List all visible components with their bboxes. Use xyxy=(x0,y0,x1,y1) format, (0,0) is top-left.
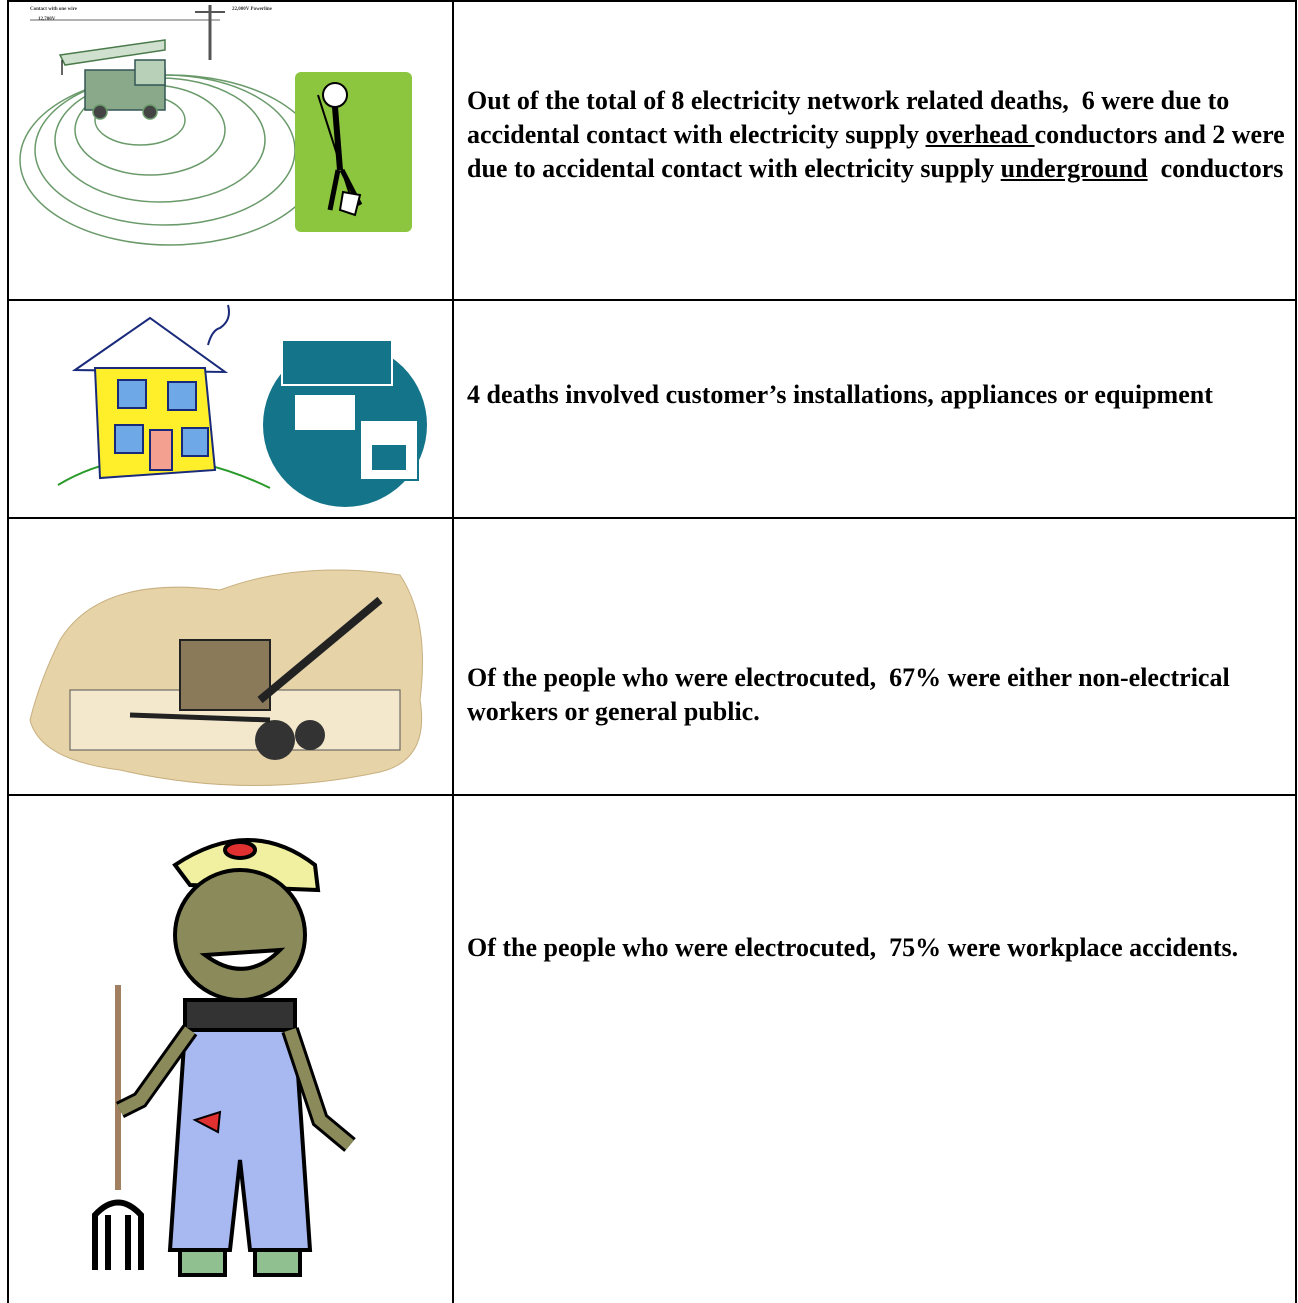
kitchen-illustration xyxy=(263,339,427,507)
digger-illustration xyxy=(295,72,412,232)
image-label: 12,700V xyxy=(38,17,56,22)
underlined-text: overhead xyxy=(925,120,1035,149)
image-labels: Contact with one wire 12,700V 22,000V Powe… xyxy=(30,7,273,22)
powerline-illustration xyxy=(19,5,321,246)
row-text: 4 deaths involved customer’s installatio… xyxy=(467,378,1285,412)
text-segment: conductors and 2 were due to accidental … xyxy=(467,120,1292,183)
text-segment: Out of the total of 8 electricity networ… xyxy=(467,86,1243,149)
row-text: Out of the total of 8 electricity networ… xyxy=(467,84,1285,186)
row-text: Of the people who were electrocuted, 67%… xyxy=(467,661,1285,729)
image-label: Contact with one wire xyxy=(30,7,78,12)
image-label: 22,000V Powerline xyxy=(232,7,273,12)
text-segment: 4 deaths involved customer’s installatio… xyxy=(467,380,1213,409)
harvester-illustration xyxy=(29,569,423,787)
row-text: Of the people who were electrocuted, 75%… xyxy=(467,931,1285,965)
house-illustration xyxy=(57,304,271,489)
farmer-illustration xyxy=(92,838,356,1277)
text-segment: conductors xyxy=(1147,154,1284,183)
text-segment: Of the people who were electrocuted, 75%… xyxy=(467,933,1239,962)
table-borders xyxy=(7,0,1297,1303)
underlined-text: underground xyxy=(1000,154,1148,183)
text-segment: Of the people who were electrocuted, 67%… xyxy=(467,663,1237,726)
